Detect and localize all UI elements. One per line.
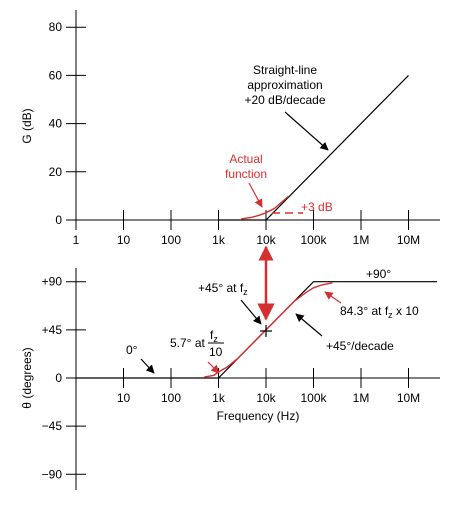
fz-times-10-suffix: x 10 — [393, 304, 419, 318]
approx-annotation-line-1: Straight-line — [253, 63, 317, 77]
phase-panel: θ (degrees) Frequency (Hz) −90 −45 0 +45 +90… — [20, 267, 440, 490]
phase-y-tick-label: 0 — [55, 371, 62, 385]
fz-times-10-sub: z — [388, 310, 393, 320]
gain-x-tick-label: 1 — [73, 233, 80, 247]
gain-x-tick-label: 10M — [397, 233, 420, 247]
phase-y-tick-label: −90 — [42, 467, 63, 481]
approx-annotation-arrow — [284, 111, 329, 151]
plus-45-deg-at-fz-label: +45° at fz — [198, 281, 248, 297]
phase-x-tick-label: 100k — [300, 391, 327, 405]
phase-y-tick-label: −45 — [42, 419, 63, 433]
gain-y-tick-label: 0 — [55, 213, 62, 227]
approx-annotation-line-2: approximation — [247, 78, 322, 92]
gain-straight-line-approximation — [218, 74, 409, 221]
phase-y-axis-title: θ (degrees) — [20, 347, 34, 408]
fz-over-10-numerator-f: f — [210, 328, 214, 342]
phase-x-tick-label: 1k — [212, 391, 226, 405]
plus-45-deg-per-decade-label: +45°/decade — [326, 339, 394, 353]
fz-times-10-label: 84.3° at fz x 10 — [340, 304, 419, 320]
gain-x-tick-label: 10k — [256, 233, 276, 247]
gain-actual-function-curve — [241, 195, 290, 220]
actual-function-label-line-1: Actual — [229, 152, 262, 166]
gain-x-tick-label: 1k — [212, 233, 226, 247]
fz-times-10-text: 84.3° at f — [340, 304, 389, 318]
plus-45-deg-per-decade-arrow — [295, 313, 323, 337]
fz-over-10-numerator: fz — [210, 328, 218, 344]
actual-function-label-line-2: function — [225, 167, 267, 181]
fz-over-10-numerator-sub: z — [213, 334, 218, 344]
phase-y-tick-label: +90 — [42, 275, 63, 289]
phase-x-axis-title: Frequency (Hz) — [217, 409, 300, 423]
gain-y-tick-label: 20 — [49, 165, 63, 179]
gain-x-tick-label: 100k — [300, 233, 327, 247]
plus-45-deg-at-fz-text: +45° at f — [198, 281, 244, 295]
zero-deg-arrow — [140, 358, 155, 374]
plus-45-deg-at-fz-sub: z — [243, 287, 248, 297]
phase-x-tick-label: 100 — [161, 391, 181, 405]
phase-straight-line-approximation — [76, 281, 438, 379]
gain-y-tick-label: 60 — [49, 68, 63, 82]
actual-function-arrow — [248, 182, 263, 208]
fz-over-10-denominator: 10 — [209, 345, 223, 359]
fz-over-10-label: 5.7° at — [170, 336, 205, 350]
gain-x-tick-label: 10 — [117, 233, 131, 247]
approx-annotation-line-3: +20 dB/decade — [244, 93, 325, 107]
phase-x-tick-label: 10 — [117, 391, 131, 405]
phase-x-tick-label: 10k — [256, 391, 276, 405]
gain-y-tick-label: 80 — [49, 20, 63, 34]
plus-90-deg-label: +90° — [366, 267, 391, 281]
gain-x-tick-label: 1M — [353, 233, 370, 247]
gain-panel: G (dB) 0 20 40 60 80 1 10 100 1k 10k 100k 1M 10M St… — [20, 10, 440, 247]
fz-times-10-arrow — [324, 291, 342, 304]
gain-x-tick-label: 100 — [161, 233, 181, 247]
phase-y-tick-label: +45 — [42, 323, 63, 337]
fz-over-10-arrow — [207, 361, 220, 374]
zero-deg-label: 0° — [126, 343, 138, 357]
plus-45-deg-at-fz-arrow — [240, 299, 262, 325]
plus-3db-label: +3 dB — [301, 200, 333, 214]
phase-x-tick-label: 1M — [353, 391, 370, 405]
gain-y-axis-title: G (dB) — [20, 108, 34, 143]
phase-actual-function-curve — [204, 282, 333, 378]
gain-y-tick-label: 40 — [49, 117, 63, 131]
phase-x-tick-label: 10M — [397, 391, 420, 405]
